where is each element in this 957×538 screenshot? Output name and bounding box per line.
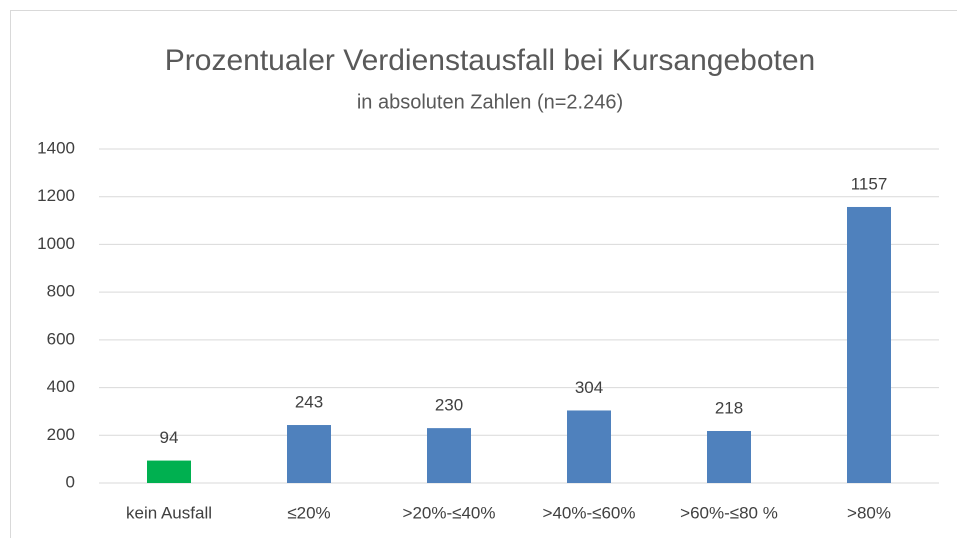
y-tick-label: 400	[47, 377, 75, 396]
chart-border	[10, 10, 957, 538]
bar	[427, 428, 471, 483]
data-label: 304	[575, 378, 603, 397]
x-tick-label: >60%-≤80 %	[680, 503, 778, 522]
x-tick-label: >80%	[847, 503, 891, 522]
y-tick-label: 1400	[37, 138, 75, 157]
x-tick-label: >20%-≤40%	[403, 503, 496, 522]
x-tick-label: ≤20%	[287, 503, 330, 522]
bar	[567, 410, 611, 483]
bar	[147, 460, 191, 483]
data-label: 1157	[851, 174, 888, 193]
bar	[287, 425, 331, 483]
y-tick-label: 800	[47, 282, 75, 301]
data-label: 94	[160, 428, 179, 447]
y-tick-label: 1200	[37, 186, 75, 205]
bar	[707, 430, 751, 483]
chart-subtitle: in absoluten Zahlen (n=2.246)	[357, 91, 623, 113]
x-tick-label: >40%-≤60%	[543, 503, 636, 522]
bar	[847, 206, 891, 484]
chart-title: Prozentualer Verdienstausfall bei Kursan…	[165, 44, 815, 77]
y-tick-label: 200	[47, 425, 75, 444]
y-tick-label: 600	[47, 329, 75, 348]
x-tick-label: kein Ausfall	[126, 503, 212, 522]
data-label: 243	[295, 393, 323, 412]
y-tick-label: 1000	[37, 234, 75, 253]
data-label: 230	[435, 396, 463, 415]
y-tick-label: 0	[66, 472, 75, 491]
data-label: 218	[715, 398, 743, 417]
